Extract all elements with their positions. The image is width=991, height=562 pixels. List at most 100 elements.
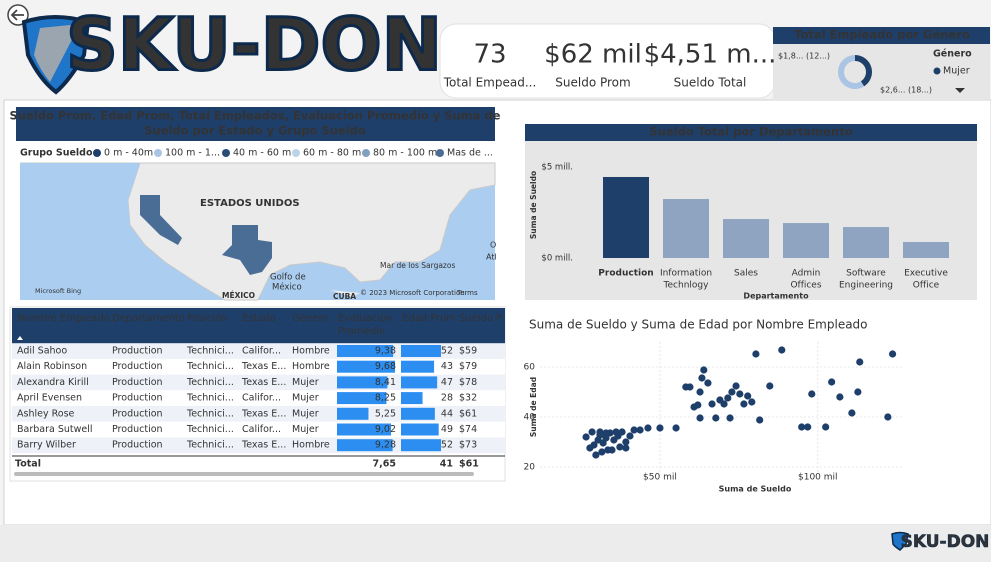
point — [766, 382, 774, 390]
cell: Adil Sahoo — [17, 346, 67, 357]
cell: Califor... — [242, 346, 281, 357]
legend-dot — [222, 149, 230, 157]
point — [888, 350, 897, 358]
data-label: $2,6... (18...) — [880, 86, 932, 95]
data-label: $1,8... (12...) — [778, 52, 830, 61]
data-bar — [401, 407, 435, 420]
x-axis-label: Suma de Sueldo — [719, 485, 792, 494]
legend-label: Mujer — [943, 66, 970, 77]
cell: 28 — [441, 393, 453, 404]
point — [618, 428, 626, 436]
point — [720, 400, 728, 408]
cell: April Evensen — [17, 393, 82, 404]
footer — [0, 525, 991, 562]
point — [696, 414, 704, 422]
data-bar — [337, 360, 395, 373]
column-header: Posición — [187, 312, 228, 324]
point — [588, 428, 596, 436]
bar — [903, 241, 949, 258]
column-header: Departamento — [112, 313, 185, 324]
cell: $79 — [459, 361, 477, 372]
kpi-label: Sueldo Total — [674, 76, 747, 90]
bar — [663, 199, 709, 258]
point — [704, 379, 712, 387]
point — [616, 443, 624, 451]
data-bar — [337, 376, 388, 389]
legend-label: 40 m - 60 m — [233, 148, 291, 159]
point — [856, 358, 864, 366]
donut-slice — [838, 54, 865, 90]
point — [708, 400, 716, 408]
x-tick-label: $50 mil — [643, 473, 677, 483]
cell: Alain Robinson — [17, 361, 87, 372]
x-axis-label: Departamento — [743, 292, 809, 301]
map-label: ESTADOS UNIDOS — [200, 198, 300, 209]
row-bg — [12, 406, 505, 422]
total-cell: Total — [15, 459, 41, 470]
cell: 9,28 — [375, 440, 396, 451]
total-cell: 41 — [440, 459, 453, 470]
kpi-value: $4,51 m... — [644, 40, 777, 70]
legend-label: 100 m - 1... — [165, 148, 220, 159]
cell: Production — [112, 408, 163, 419]
point — [602, 434, 610, 442]
cell: 8,41 — [375, 377, 396, 388]
footer-logo-text: SKU-DON — [901, 532, 990, 552]
cell: 52 — [441, 346, 453, 357]
column-header: Nombre Empleado — [17, 313, 110, 324]
legend-dot — [154, 149, 162, 157]
point — [804, 423, 812, 431]
legend-dot — [93, 149, 101, 157]
dropdown-arrow[interactable] — [955, 88, 965, 93]
cell: Technici... — [186, 393, 234, 404]
x-tick-label: Technlogy — [663, 281, 710, 291]
point — [726, 414, 734, 422]
sort-icon — [17, 336, 23, 340]
cell: 5,25 — [375, 408, 396, 419]
cell: Alexandra Kirill — [17, 377, 89, 388]
donut-header — [773, 27, 990, 44]
data-bar — [401, 392, 423, 405]
cell: 52 — [441, 440, 453, 451]
y-axis-label: Suma de Sueldo — [529, 171, 538, 239]
total-cell: 7,65 — [373, 459, 396, 470]
cell: 47 — [441, 377, 453, 388]
column-header: Género — [292, 312, 328, 324]
scrollbar[interactable] — [14, 472, 474, 476]
map-header — [16, 107, 495, 141]
point — [732, 382, 740, 390]
y-axis-label: Suma de Edad — [529, 377, 538, 437]
column-header: Sueldo P — [459, 313, 502, 324]
legend-label: Mas de ... — [447, 148, 493, 159]
point — [592, 451, 600, 459]
cell: Mujer — [292, 377, 319, 388]
cell: Hombre — [292, 440, 330, 451]
point — [740, 400, 748, 408]
total-cell: $61 — [459, 459, 479, 470]
table-header — [12, 308, 505, 344]
map-label: © 2023 Microsoft Corporation — [360, 289, 465, 297]
y-tick-label: 20 — [524, 463, 536, 473]
point — [854, 388, 862, 396]
data-bar — [401, 345, 441, 357]
y-tick-label: 40 — [524, 413, 536, 423]
map-label: Terms — [456, 289, 478, 297]
point — [582, 433, 590, 441]
column-header: Evaluacion Promedio — [338, 313, 392, 337]
data-bar — [401, 439, 441, 452]
point — [626, 432, 634, 440]
back-button[interactable] — [7, 4, 29, 26]
point — [778, 346, 786, 354]
point — [748, 398, 756, 406]
point — [622, 444, 630, 452]
bar — [603, 176, 649, 258]
cell: Barry Wilber — [17, 440, 76, 451]
cell: 43 — [441, 361, 453, 372]
point — [808, 390, 816, 398]
cell: Barbara Sutwell — [17, 424, 93, 435]
kpi-label: Total Empead... — [443, 76, 537, 90]
point — [598, 448, 606, 456]
map-label: México — [272, 282, 302, 293]
donut-slice — [855, 55, 872, 87]
